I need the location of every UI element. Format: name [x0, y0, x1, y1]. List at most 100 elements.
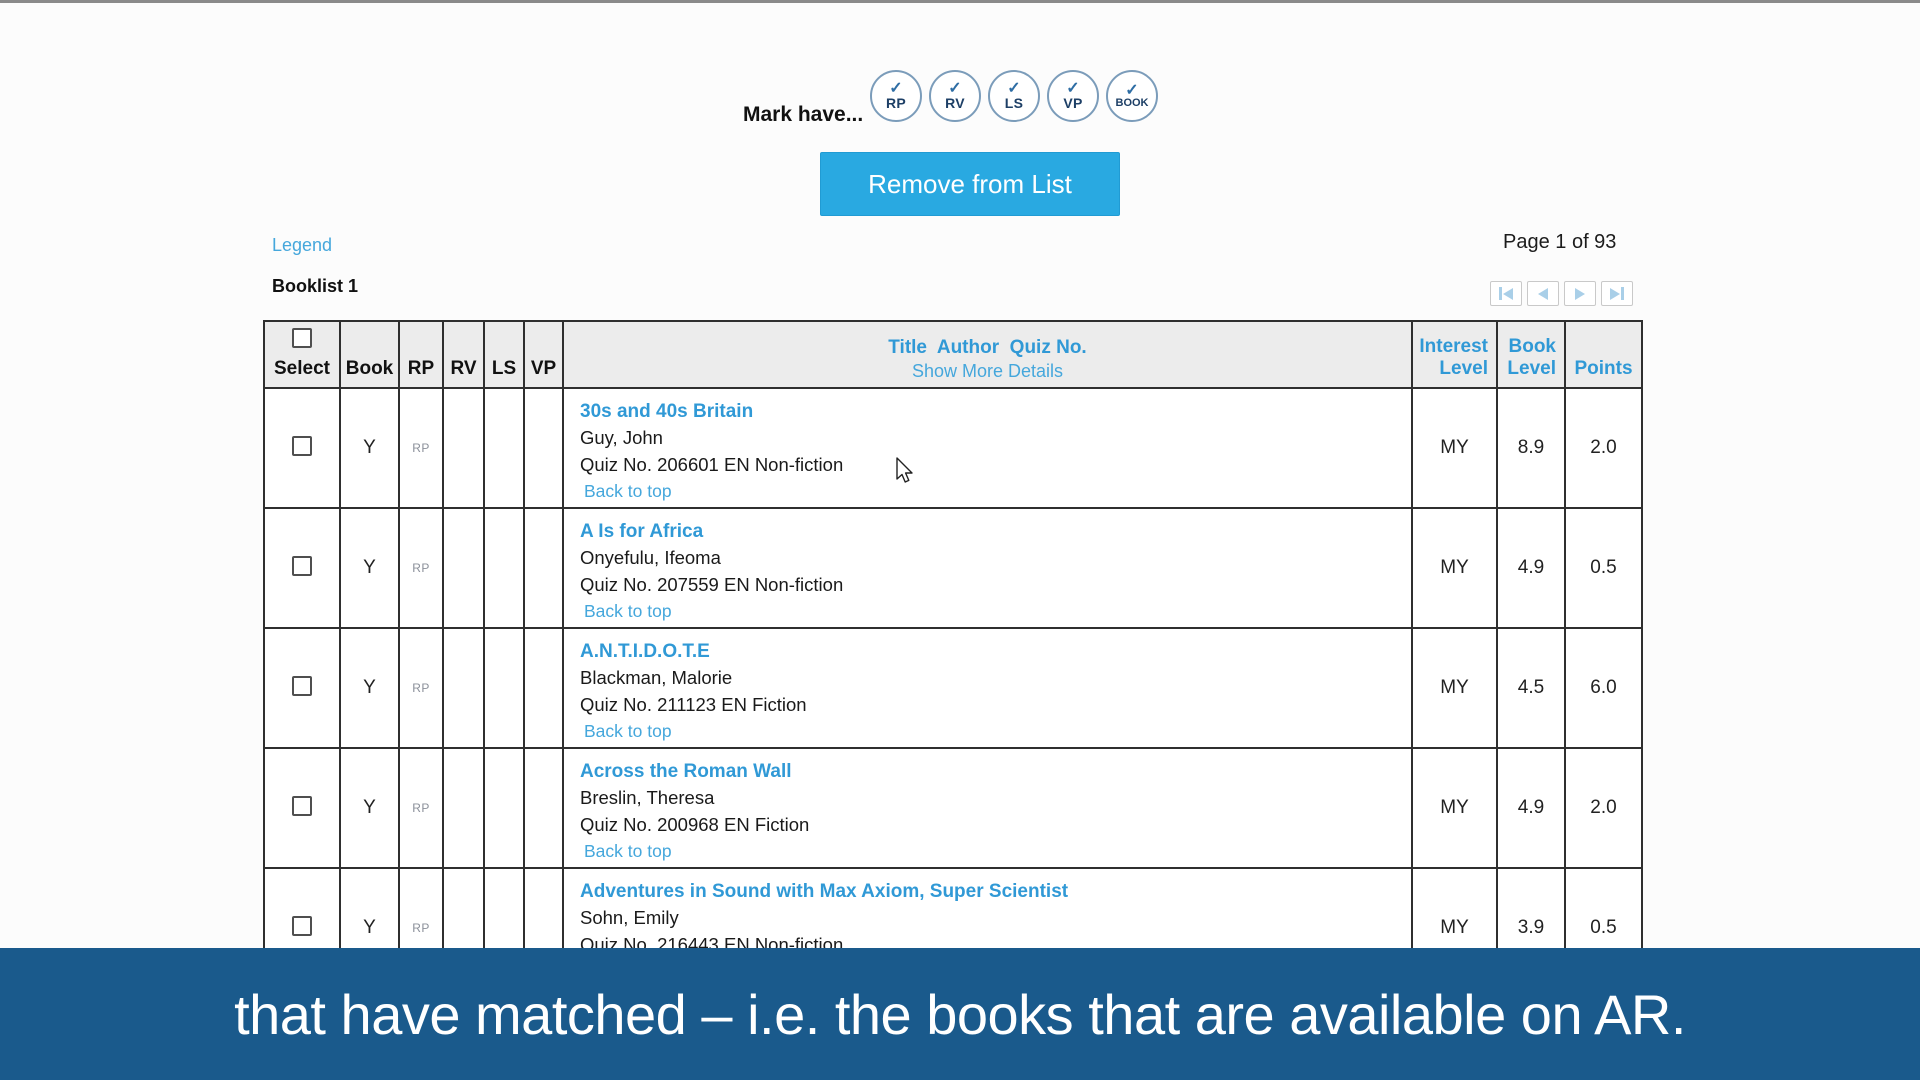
header-rv: RV — [442, 320, 485, 389]
points: 2.0 — [1564, 387, 1643, 509]
back-to-top-link[interactable]: Back to top — [584, 841, 672, 861]
select-cell — [263, 507, 341, 629]
points: 0.5 — [1564, 507, 1643, 629]
caption-bar: that have matched – i.e. the books that … — [0, 948, 1920, 1080]
book-title-link[interactable]: A.N.T.I.D.O.T.E — [580, 641, 710, 662]
title-cell: A Is for Africa Onyefulu, Ifeoma Quiz No… — [562, 507, 1413, 629]
header-ls: LS — [483, 320, 525, 389]
book-flag: Y — [339, 507, 400, 629]
header-points[interactable]: Points — [1564, 320, 1643, 389]
header-rp: RP — [398, 320, 444, 389]
mark-vp-button[interactable]: ✓ VP — [1047, 70, 1099, 122]
book-quiz-info: Quiz No. 200968 EN Fiction — [580, 813, 810, 835]
row-checkbox[interactable] — [292, 795, 312, 816]
table-row: Y RP 30s and 40s Britain Guy, John Quiz … — [263, 387, 1643, 509]
interest-level: MY — [1411, 627, 1498, 749]
page-indicator: Page 1 of 93 — [1503, 231, 1617, 253]
select-cell — [263, 747, 341, 869]
title-cell: A.N.T.I.D.O.T.E Blackman, Malorie Quiz N… — [562, 627, 1413, 749]
back-to-top-link[interactable]: Back to top — [584, 721, 672, 741]
mark-book-button[interactable]: ✓ BOOK — [1106, 70, 1158, 122]
title-cell: Across the Roman Wall Breslin, Theresa Q… — [562, 747, 1413, 869]
header-book: Book — [339, 320, 400, 389]
select-cell — [263, 627, 341, 749]
interest-level: MY — [1411, 747, 1498, 869]
select-all-checkbox[interactable] — [292, 328, 312, 348]
book-author: Breslin, Theresa — [580, 787, 715, 808]
pagination-controls — [1490, 281, 1633, 306]
rv-mark — [442, 627, 485, 749]
check-icon: ✓ — [1007, 80, 1021, 97]
book-flag: Y — [339, 387, 400, 509]
remove-from-list-button[interactable]: Remove from List — [820, 152, 1120, 216]
first-page-button[interactable] — [1490, 281, 1522, 306]
table-row: Y RP A.N.T.I.D.O.T.E Blackman, Malorie Q… — [263, 627, 1643, 749]
mark-rp-button[interactable]: ✓ RP — [870, 70, 922, 122]
ls-mark — [483, 507, 525, 629]
back-to-top-link[interactable]: Back to top — [584, 481, 672, 501]
mark-button-label: RV — [945, 95, 965, 111]
show-more-details-link[interactable]: Show More Details — [911, 361, 1064, 381]
book-level: 4.5 — [1496, 627, 1566, 749]
vp-mark — [523, 627, 564, 749]
header-interest-level[interactable]: Interest Level — [1411, 320, 1498, 389]
row-checkbox[interactable] — [292, 675, 312, 696]
rv-mark — [442, 507, 485, 629]
row-checkbox[interactable] — [292, 555, 312, 576]
legend-link[interactable]: Legend — [272, 235, 333, 255]
row-checkbox[interactable] — [292, 435, 312, 456]
book-author: Blackman, Malorie — [580, 667, 733, 688]
rp-mark: RP — [398, 747, 444, 869]
table-row: Y RP Across the Roman Wall Breslin, Ther… — [263, 747, 1643, 869]
vp-mark — [523, 507, 564, 629]
header-book-level[interactable]: Book Level — [1496, 320, 1566, 389]
next-page-button[interactable] — [1564, 281, 1596, 306]
mark-have-buttons: ✓ RP ✓ RV ✓ LS ✓ VP ✓ BOOK — [870, 70, 1158, 122]
book-title-link[interactable]: A Is for Africa — [580, 521, 704, 542]
last-page-icon — [1610, 287, 1620, 300]
book-level: 4.9 — [1496, 507, 1566, 629]
header-select: Select — [263, 320, 341, 389]
top-divider — [0, 0, 1920, 3]
check-icon: ✓ — [1125, 81, 1139, 99]
book-author: Guy, John — [580, 427, 663, 448]
rp-mark: RP — [398, 627, 444, 749]
next-page-icon — [1575, 287, 1585, 300]
rp-mark: RP — [398, 507, 444, 629]
header-select-label: Select — [274, 358, 330, 379]
book-title-link[interactable]: Across the Roman Wall — [580, 761, 792, 782]
vp-mark — [523, 747, 564, 869]
ls-mark — [483, 387, 525, 509]
back-to-top-link[interactable]: Back to top — [584, 601, 672, 621]
last-page-button[interactable] — [1601, 281, 1633, 306]
interest-level: MY — [1411, 387, 1498, 509]
mark-rv-button[interactable]: ✓ RV — [929, 70, 981, 122]
book-flag: Y — [339, 747, 400, 869]
vp-mark — [523, 387, 564, 509]
rv-mark — [442, 387, 485, 509]
booklist-title: Booklist 1 — [272, 276, 359, 296]
book-author: Sohn, Emily — [580, 907, 679, 928]
sort-title-author-quiz-links[interactable]: Title Author Quiz No. — [888, 337, 1087, 358]
mark-ls-button[interactable]: ✓ LS — [988, 70, 1040, 122]
previous-page-icon — [1538, 287, 1548, 300]
check-icon: ✓ — [1066, 80, 1080, 97]
book-level: 4.9 — [1496, 747, 1566, 869]
mark-button-label: BOOK — [1115, 96, 1149, 109]
row-checkbox[interactable] — [292, 915, 312, 936]
select-cell — [263, 387, 341, 509]
book-title-link[interactable]: Adventures in Sound with Max Axiom, Supe… — [580, 881, 1069, 902]
caption-text: that have matched – i.e. the books that … — [234, 982, 1686, 1046]
book-title-link[interactable]: 30s and 40s Britain — [580, 401, 754, 422]
ls-mark — [483, 627, 525, 749]
points: 2.0 — [1564, 747, 1643, 869]
title-cell: 30s and 40s Britain Guy, John Quiz No. 2… — [562, 387, 1413, 509]
interest-level: MY — [1411, 507, 1498, 629]
book-quiz-info: Quiz No. 211123 EN Fiction — [580, 693, 807, 715]
book-quiz-info: Quiz No. 207559 EN Non-fiction — [580, 573, 844, 595]
mark-button-label: LS — [1004, 95, 1024, 111]
book-level: 8.9 — [1496, 387, 1566, 509]
header-vp: VP — [523, 320, 564, 389]
previous-page-button[interactable] — [1527, 281, 1559, 306]
mark-button-label: RP — [885, 95, 907, 111]
